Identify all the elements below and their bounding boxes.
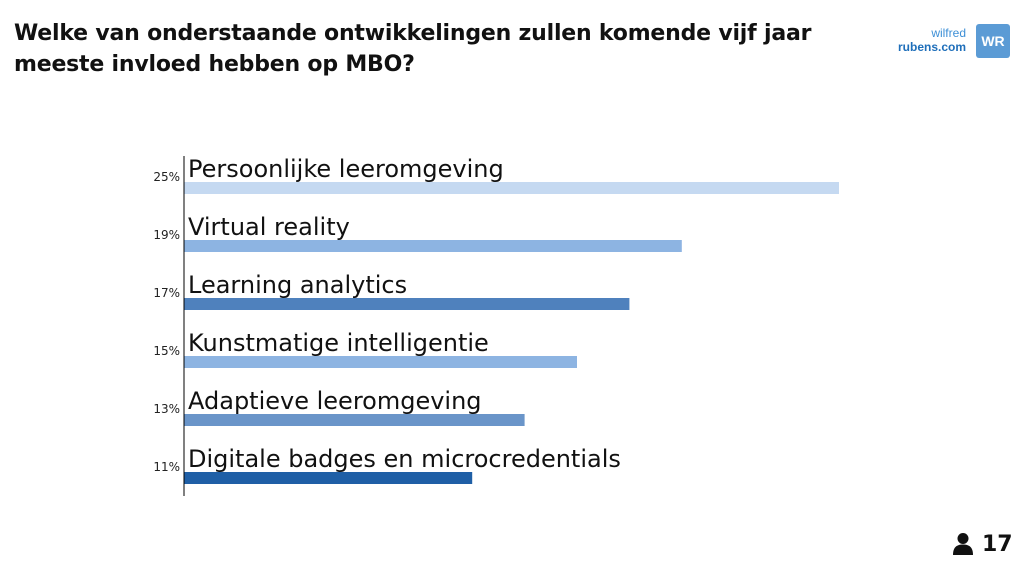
bar-6	[184, 472, 473, 484]
bar-4	[184, 356, 577, 368]
category-label: Adaptieve leeromgeving	[188, 387, 482, 415]
bar-2	[184, 240, 682, 252]
value-label: 11%	[153, 460, 180, 474]
value-label: 19%	[153, 228, 180, 242]
category-label: Persoonlijke leeromgeving	[188, 155, 504, 183]
category-label: Virtual reality	[188, 213, 350, 241]
logo-text-line-2: rubens.com	[897, 40, 966, 54]
category-label: Kunstmatige intelligentie	[188, 329, 489, 357]
bar-3	[184, 298, 630, 310]
value-label: 17%	[153, 286, 180, 300]
participant-count: 17	[982, 531, 1013, 557]
value-label: 25%	[153, 170, 180, 184]
value-label: 15%	[153, 344, 180, 358]
participant-counter: 17	[952, 528, 1013, 560]
bar-1	[184, 182, 839, 194]
bar-5	[184, 414, 525, 426]
category-label: Digitale badges en microcredentials	[188, 445, 621, 473]
logo-mark: WR	[976, 24, 1010, 58]
person-icon	[953, 533, 973, 555]
brand-logo: wilfred rubens.com WR	[892, 24, 1012, 60]
value-label: 13%	[153, 402, 180, 416]
question-title: Welke van onderstaande ontwikkelingen zu…	[14, 21, 812, 77]
bars-layer: Persoonlijke leeromgeving 25% Virtual real…	[153, 155, 839, 484]
category-label: Learning analytics	[188, 271, 407, 299]
logo-text-line-1: wilfred	[931, 26, 966, 40]
